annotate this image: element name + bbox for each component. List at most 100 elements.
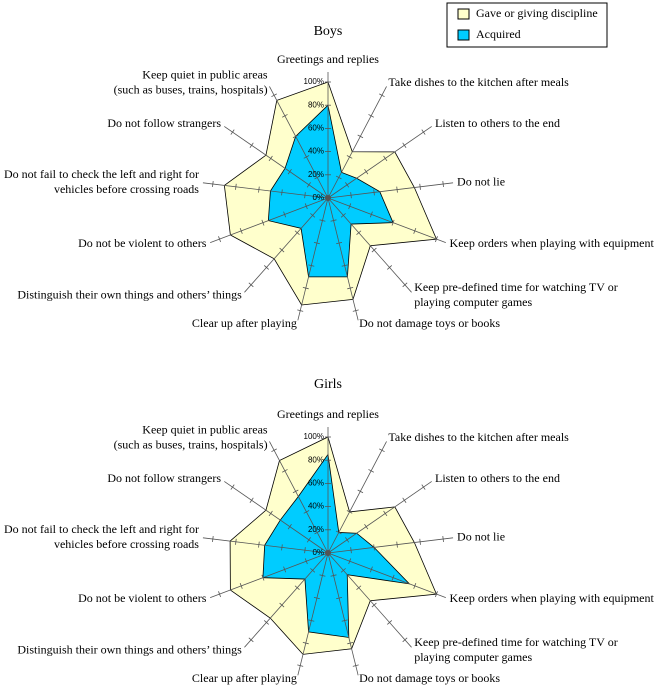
spoke	[202, 537, 329, 554]
tick-mark	[294, 585, 300, 591]
legend-swatch	[457, 8, 470, 20]
tick-mark	[330, 219, 337, 222]
legend: Gave or giving discipline Acquired	[446, 2, 608, 48]
category-label: Do not be violent to others	[78, 591, 207, 605]
spoke	[327, 197, 412, 293]
tick-mark	[356, 585, 362, 591]
tick-mark	[283, 566, 287, 573]
tick-mark	[371, 602, 377, 608]
tick-mark	[297, 309, 304, 312]
tick-mark	[357, 134, 364, 139]
tick-mark	[297, 664, 304, 667]
tick-mark	[336, 596, 343, 600]
spoke	[269, 86, 329, 199]
tick-mark	[294, 230, 300, 236]
tick-mark	[330, 574, 337, 577]
category-label: Take dishes to the kitchen after meals	[388, 75, 569, 89]
category-label: Do not damage toys or books	[359, 316, 500, 330]
tick-mark	[345, 537, 350, 543]
tick-mark	[268, 510, 273, 517]
tick-mark	[319, 219, 326, 222]
tick-mark	[281, 189, 283, 196]
tick-mark	[335, 175, 342, 180]
category-label: Distinguish their own things and others’…	[17, 642, 242, 656]
category-label: Clear up after playing	[192, 316, 297, 330]
category-label: Do not fail to check the left and right …	[4, 522, 199, 551]
tick-mark	[218, 236, 221, 243]
y-tick-label: 100%	[304, 77, 324, 86]
tick-mark	[346, 155, 353, 159]
spoke	[327, 197, 446, 244]
category-label: Do not lie	[457, 174, 505, 188]
tick-mark	[281, 544, 283, 551]
tick-mark	[302, 286, 309, 290]
tick-mark	[435, 236, 438, 243]
tick-mark	[235, 538, 237, 545]
spoke	[244, 197, 329, 293]
tick-mark	[402, 637, 408, 643]
spoke	[327, 126, 432, 199]
tick-mark	[263, 265, 269, 270]
tick-mark	[248, 637, 254, 643]
y-tick-label: 0%	[312, 193, 324, 202]
tick-mark	[218, 591, 221, 598]
y-tick-label: 60%	[308, 479, 324, 488]
tick-mark	[391, 219, 395, 226]
tick-mark	[387, 620, 393, 625]
tick-mark	[341, 264, 348, 267]
tick-mark	[304, 547, 306, 554]
tick-mark	[379, 448, 385, 453]
tick-mark	[373, 544, 375, 551]
spoke	[327, 552, 412, 648]
y-tick-label: 80%	[308, 100, 324, 109]
tick-mark	[258, 186, 260, 193]
y-tick-label: 20%	[308, 170, 324, 179]
category-label: Do not fail to check the left and right …	[4, 167, 199, 196]
spoke	[327, 182, 454, 199]
spoke	[327, 86, 387, 199]
y-tick-label: 60%	[308, 124, 324, 133]
tick-mark	[304, 192, 306, 199]
chart-title: Boys	[314, 24, 343, 39]
category-label: Keep quiet in public areas (such as buses…	[114, 422, 268, 451]
spoke	[210, 197, 329, 244]
tick-mark	[261, 219, 265, 226]
tick-mark	[314, 530, 321, 535]
tick-mark	[442, 535, 444, 543]
category-label: Distinguish their own things and others’…	[17, 287, 242, 301]
tick-mark	[396, 186, 398, 193]
spoke	[327, 552, 446, 599]
spoke	[327, 441, 387, 554]
tick-mark	[435, 591, 438, 598]
tick-mark	[212, 535, 214, 543]
spoke	[327, 197, 359, 321]
category-label: Do not lie	[457, 529, 505, 543]
tick-mark	[419, 183, 421, 190]
tick-mark	[287, 168, 292, 175]
tick-mark	[230, 484, 235, 490]
category-label: Do not damage toys or books	[359, 671, 500, 685]
tick-mark	[313, 241, 320, 245]
tick-mark	[302, 641, 309, 645]
spoke	[297, 552, 329, 676]
tick-mark	[292, 489, 299, 494]
tick-mark	[345, 182, 350, 188]
tick-mark	[249, 497, 254, 503]
tick-mark	[419, 538, 421, 545]
tick-mark	[306, 182, 311, 188]
tick-mark	[402, 142, 407, 148]
tick-mark	[364, 523, 369, 530]
tick-mark	[340, 568, 346, 573]
legend-label: Gave or giving discipline	[476, 6, 598, 20]
tick-mark	[383, 510, 388, 517]
tick-mark	[347, 286, 354, 290]
chart-title: Girls	[314, 377, 342, 392]
tick-mark	[325, 196, 331, 200]
category-label: Listen to others to the end	[435, 471, 560, 485]
tick-mark	[325, 551, 331, 555]
tick-mark	[379, 93, 385, 98]
tick-mark	[369, 211, 373, 218]
tick-mark	[369, 566, 373, 573]
tick-mark	[282, 114, 288, 118]
